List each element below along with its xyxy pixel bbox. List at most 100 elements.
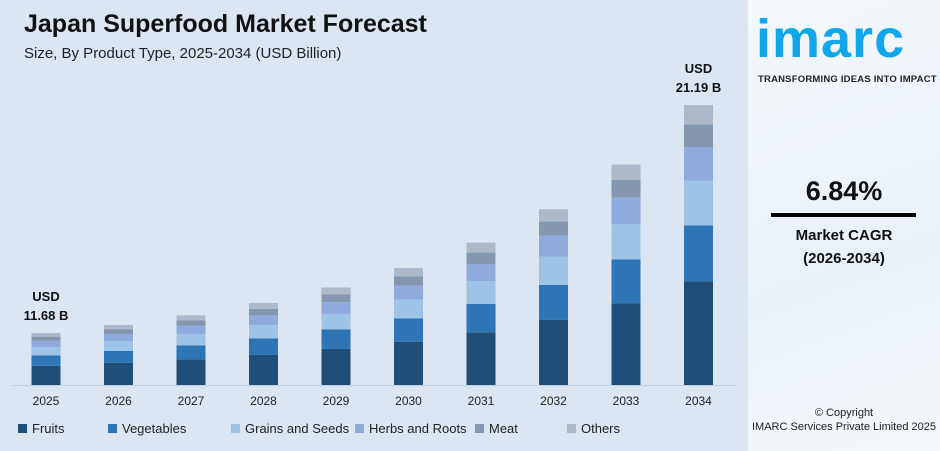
legend-item: Meat xyxy=(475,421,567,436)
bar-segment-vegetables xyxy=(466,303,496,333)
x-tick-label: 2025 xyxy=(33,394,60,408)
bar-segment-herbs-and-roots xyxy=(611,197,641,225)
imarc-logo: imarc xyxy=(756,9,906,69)
x-tick-label: 2027 xyxy=(178,394,205,408)
bar-segment-fruits xyxy=(249,354,278,385)
total-label-currency: USD xyxy=(32,289,59,304)
cagr-value: 6.84% xyxy=(805,176,883,206)
legend-label: Fruits xyxy=(32,421,65,436)
bar-segment-vegetables xyxy=(321,329,351,349)
bar-segment-herbs-and-roots xyxy=(394,285,423,300)
legend-label: Herbs and Roots xyxy=(369,421,467,436)
bar-segment-grains-and-seeds xyxy=(394,299,423,319)
copyright-line: © Copyright xyxy=(814,407,874,419)
bar-segment-vegetables xyxy=(104,350,133,363)
bar-segment-others xyxy=(321,287,351,295)
chart-subtitle: Size, By Product Type, 2025-2034 (USD Bi… xyxy=(24,45,342,62)
bar-segment-grains-and-seeds xyxy=(249,325,278,339)
legend-item: Herbs and Roots xyxy=(355,421,475,436)
bar-segment-grains-and-seeds xyxy=(104,341,133,351)
bar-segment-herbs-and-roots xyxy=(321,302,351,314)
legend-item: Others xyxy=(567,421,647,436)
bar-segment-meat xyxy=(539,221,568,236)
bar-segment-vegetables xyxy=(684,225,713,282)
bar-segment-others xyxy=(176,315,206,321)
bar-segment-vegetables xyxy=(176,345,206,360)
legend-item: Fruits xyxy=(18,421,108,436)
x-tick-label: 2029 xyxy=(323,394,350,408)
bar-segment-meat xyxy=(176,320,206,326)
x-tick-label: 2026 xyxy=(105,394,132,408)
bar-segment-others xyxy=(539,209,568,222)
legend-swatch xyxy=(567,424,576,433)
bar-segment-meat xyxy=(249,308,278,316)
bar-segment-meat xyxy=(104,329,133,334)
bar-segment-others xyxy=(104,324,133,330)
bar-segment-others xyxy=(249,303,278,309)
bar-segment-grains-and-seeds xyxy=(31,347,61,356)
total-label-currency: USD xyxy=(685,61,712,76)
bar-segment-meat xyxy=(394,276,423,286)
legend-label: Others xyxy=(581,421,621,436)
legend-item: Grains and Seeds xyxy=(231,421,355,436)
bar-segment-vegetables xyxy=(611,259,641,304)
bar-segment-grains-and-seeds xyxy=(176,334,206,346)
bar-segment-fruits xyxy=(104,362,133,385)
bar-segment-herbs-and-roots xyxy=(539,235,568,257)
bar-segment-vegetables xyxy=(539,284,568,320)
cagr-period: (2026-2034) xyxy=(803,250,885,267)
x-tick-label: 2031 xyxy=(468,394,495,408)
total-label-value: 11.68 B xyxy=(24,308,69,323)
bar-segment-meat xyxy=(321,294,351,303)
bar-segment-others xyxy=(31,333,61,337)
bar-segment-grains-and-seeds xyxy=(684,180,713,226)
bar-segment-fruits xyxy=(321,348,351,385)
x-tick-label: 2030 xyxy=(395,394,422,408)
legend-swatch xyxy=(231,424,240,433)
divider xyxy=(771,213,916,217)
x-tick-label: 2034 xyxy=(685,394,712,408)
bar-segment-vegetables xyxy=(249,338,278,355)
bar-segment-meat xyxy=(31,336,61,341)
bar-segment-vegetables xyxy=(31,355,61,366)
legend-label: Meat xyxy=(489,421,518,436)
x-tick-label: 2028 xyxy=(250,394,277,408)
bar-segment-others xyxy=(611,164,641,180)
x-tick-label: 2032 xyxy=(540,394,567,408)
brand-tagline: TRANSFORMING IDEAS INTO IMPACT xyxy=(758,74,937,85)
info-panel: imarc TRANSFORMING IDEAS INTO IMPACT 6.8… xyxy=(748,0,940,451)
bar-segment-meat xyxy=(611,179,641,198)
bar-segment-fruits xyxy=(611,303,641,385)
legend-label: Grains and Seeds xyxy=(245,421,350,436)
legend-swatch xyxy=(18,424,27,433)
bar-segment-meat xyxy=(684,124,713,148)
stacked-bar-chart: 2025 USD 11.68 B 2026 2027 2028 2029 2030 2031 20… xyxy=(12,61,736,408)
bar-segment-meat xyxy=(466,252,496,265)
x-tick-label: 2033 xyxy=(613,394,640,408)
bar-segment-fruits xyxy=(466,332,496,385)
bar-segment-fruits xyxy=(539,319,568,385)
bar-segment-herbs-and-roots xyxy=(684,147,713,181)
legend-swatch xyxy=(108,424,117,433)
bar-segment-grains-and-seeds xyxy=(321,313,351,330)
bar-segment-herbs-and-roots xyxy=(104,333,133,342)
chart-panel: Japan Superfood Market Forecast Size, By… xyxy=(12,10,736,436)
bar-segment-herbs-and-roots xyxy=(31,340,61,348)
bar-segment-fruits xyxy=(684,281,713,385)
legend-swatch xyxy=(355,424,364,433)
bar-segment-fruits xyxy=(31,365,61,385)
legend-label: Vegetables xyxy=(122,421,187,436)
legend: Fruits Vegetables Grains and Seeds Herbs an… xyxy=(18,421,647,436)
bar-segment-vegetables xyxy=(394,318,423,342)
bar-segment-fruits xyxy=(394,341,423,385)
bar-segment-herbs-and-roots xyxy=(176,325,206,335)
bar-segment-others xyxy=(684,105,713,125)
bar-segment-others xyxy=(394,268,423,277)
cagr-label: Market CAGR xyxy=(795,227,893,244)
bar-segment-others xyxy=(466,242,496,253)
total-label-value: 21.19 B xyxy=(676,80,722,95)
bar-segment-herbs-and-roots xyxy=(466,264,496,282)
legend-swatch xyxy=(475,424,484,433)
bar-segment-herbs-and-roots xyxy=(249,315,278,326)
copyright-company: IMARC Services Private Limited 2025 xyxy=(751,421,936,433)
